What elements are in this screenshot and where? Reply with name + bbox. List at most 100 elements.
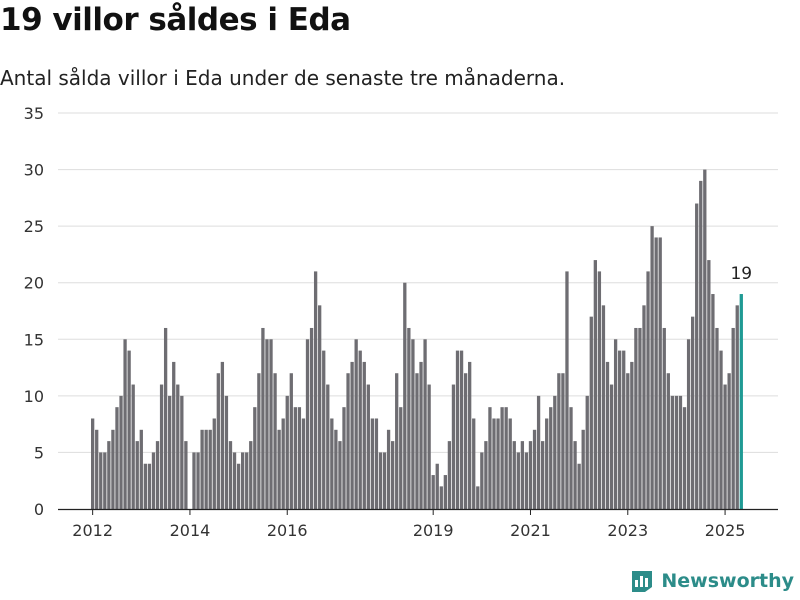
bar (415, 373, 419, 509)
newsworthy-logo-icon (632, 571, 653, 592)
bar (585, 395, 589, 509)
bar (289, 373, 293, 509)
bar (577, 463, 581, 509)
bar (95, 429, 99, 509)
bar (224, 395, 229, 509)
bar (330, 418, 334, 509)
bar (366, 384, 370, 509)
bar (281, 418, 285, 509)
bar (253, 407, 257, 509)
bar (91, 418, 95, 509)
bar (147, 463, 152, 509)
bar (399, 407, 403, 509)
bar (293, 407, 297, 509)
bar (273, 373, 277, 509)
bar (151, 452, 156, 509)
highlight-data-label: 19 (730, 264, 752, 284)
y-tick-label: 5 (34, 443, 44, 462)
bar (390, 441, 395, 509)
bar (654, 237, 658, 509)
bar (686, 339, 691, 509)
bar (463, 373, 468, 509)
bar (423, 339, 427, 509)
bar (163, 327, 168, 509)
bar (536, 395, 541, 509)
y-tick-label: 10 (24, 387, 44, 406)
bar (593, 260, 597, 509)
bar (111, 429, 115, 509)
bar (184, 441, 188, 509)
bar (419, 361, 423, 509)
bar (723, 384, 727, 509)
bar (642, 305, 646, 509)
bar (196, 452, 200, 509)
bar (528, 441, 533, 509)
bar (719, 350, 723, 509)
y-tick-label: 30 (24, 161, 44, 180)
bar (208, 429, 212, 509)
bar (601, 305, 606, 509)
bar (666, 373, 670, 509)
bar (565, 271, 569, 509)
bar (468, 361, 472, 509)
bar (228, 441, 233, 509)
bar (99, 452, 103, 509)
bar (212, 418, 216, 509)
bar (354, 339, 358, 509)
bar (115, 407, 119, 509)
bar (123, 339, 127, 509)
bar (168, 395, 172, 509)
bar (374, 418, 379, 509)
bar (609, 384, 614, 509)
bar (346, 373, 350, 509)
bar (451, 384, 456, 509)
bar (447, 441, 452, 509)
bar (431, 475, 435, 509)
bar (435, 463, 439, 509)
bar (727, 373, 731, 509)
bar (613, 339, 618, 509)
bar (650, 226, 654, 509)
bar (488, 407, 492, 509)
bar (569, 407, 573, 509)
y-axis-ticks: 0 5 10 15 20 25 30 35 (24, 104, 44, 519)
bar (646, 271, 650, 509)
bar (318, 305, 322, 509)
bar (682, 407, 687, 509)
x-tick-label: 2023 (607, 521, 648, 540)
bar (131, 384, 135, 509)
bar (516, 452, 520, 509)
bar (103, 452, 107, 509)
bar (492, 418, 496, 509)
bar-highlight (739, 294, 743, 509)
bar (342, 407, 346, 509)
y-tick-label: 0 (34, 500, 44, 519)
x-tick-label: 2019 (413, 521, 454, 540)
bar (504, 407, 508, 509)
bar (313, 271, 318, 509)
bar (589, 316, 593, 509)
bar (524, 452, 529, 509)
bar (496, 418, 500, 509)
bar (553, 395, 557, 509)
bar (472, 418, 476, 509)
bar (200, 429, 204, 509)
bar (172, 361, 176, 509)
bar (678, 395, 683, 509)
bar (269, 339, 273, 509)
bar (695, 203, 699, 509)
bar (699, 180, 703, 509)
bar (670, 395, 675, 509)
bar (192, 452, 196, 509)
bar (180, 395, 184, 509)
bar (634, 327, 638, 509)
bar (127, 350, 131, 509)
y-tick-label: 15 (24, 330, 44, 349)
bar (715, 327, 719, 509)
brand-name: Newsworthy (661, 570, 794, 592)
bar (176, 384, 180, 509)
x-tick-label: 2012 (72, 521, 113, 540)
bar (245, 452, 249, 509)
bar (240, 452, 245, 509)
